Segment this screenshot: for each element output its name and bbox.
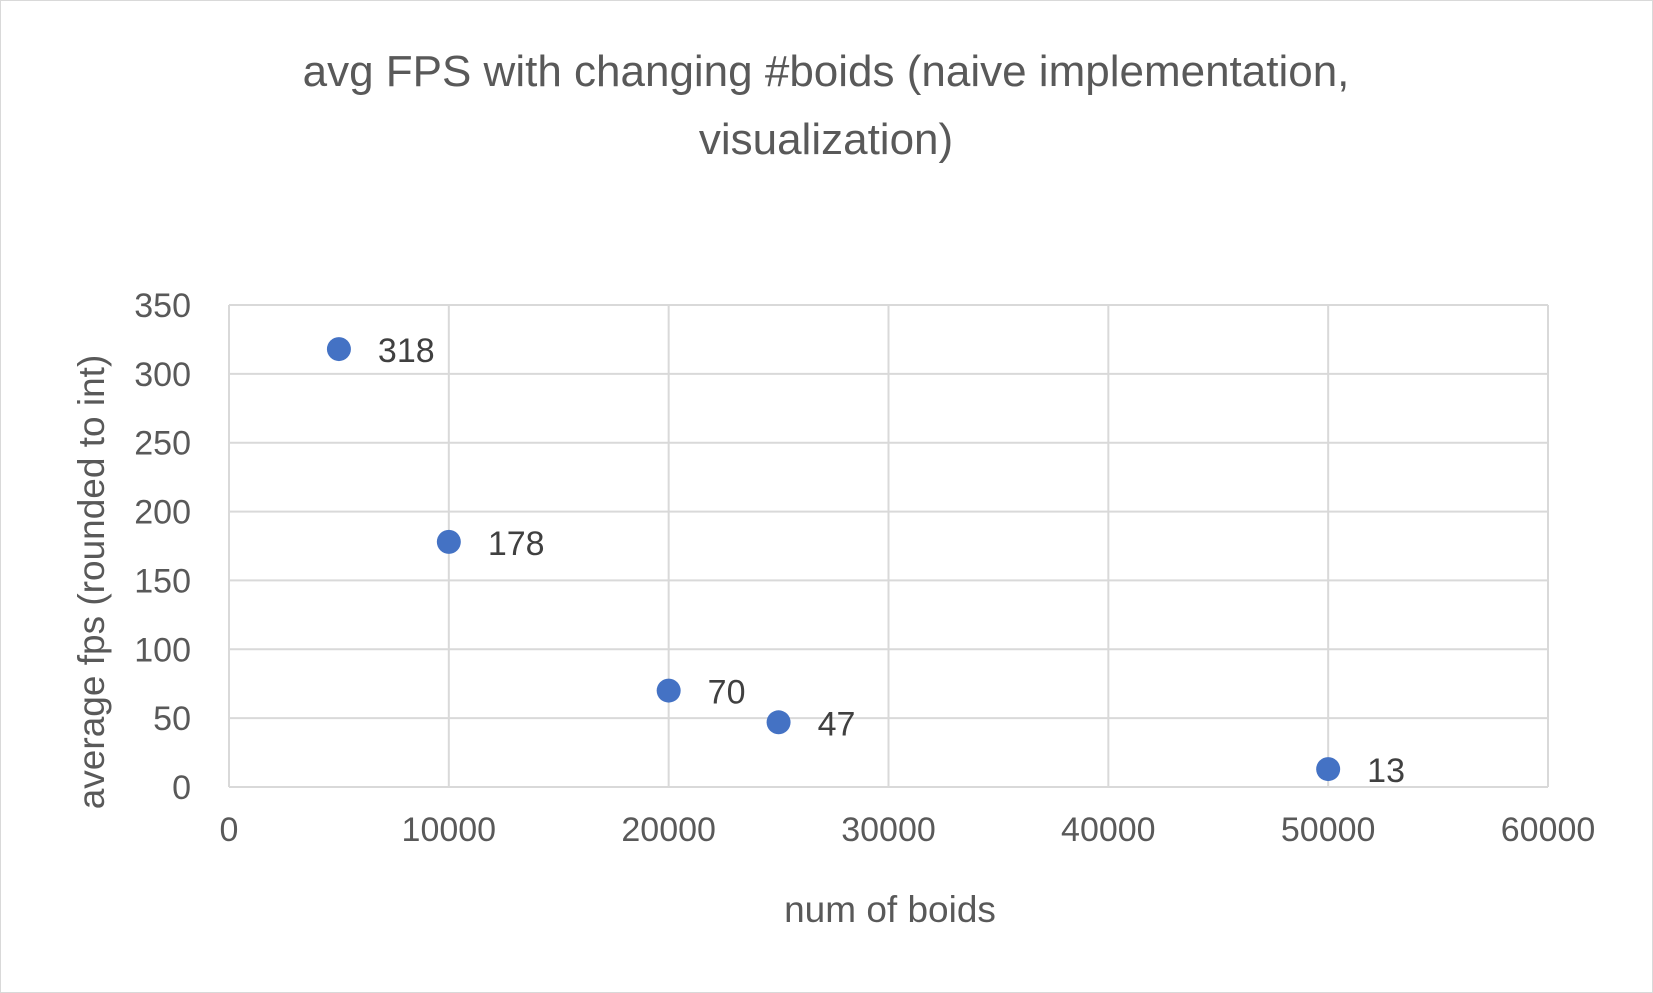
data-labels: 318 178 70 47 13 bbox=[378, 332, 1405, 790]
chart-title-line-1: avg FPS with changing #boids (naive impl… bbox=[303, 47, 1350, 96]
y-tick-label: 200 bbox=[134, 494, 191, 532]
data-point bbox=[766, 710, 791, 735]
x-tick-label: 40000 bbox=[1061, 811, 1156, 849]
x-tick-label: 10000 bbox=[402, 811, 497, 849]
y-axis-title: average fps (rounded to int) bbox=[71, 355, 112, 810]
x-tick-label: 0 bbox=[220, 811, 239, 849]
y-tick-label: 350 bbox=[134, 287, 191, 325]
data-point bbox=[656, 678, 681, 703]
y-axis-ticks: 0 50 100 150 200 250 300 350 bbox=[134, 287, 191, 807]
data-point-label: 318 bbox=[378, 332, 435, 370]
y-tick-label: 150 bbox=[134, 562, 191, 600]
chart-title-line-2: visualization) bbox=[699, 115, 953, 164]
gridlines bbox=[228, 304, 1549, 788]
x-tick-label: 50000 bbox=[1281, 811, 1376, 849]
data-point bbox=[326, 337, 351, 362]
data-point-label: 70 bbox=[708, 674, 746, 712]
data-point bbox=[1316, 757, 1341, 782]
y-tick-label: 50 bbox=[153, 700, 191, 738]
x-axis-title: num of boids bbox=[784, 889, 996, 930]
x-tick-label: 30000 bbox=[841, 811, 936, 849]
data-point-label: 178 bbox=[488, 525, 545, 563]
x-tick-label: 60000 bbox=[1501, 811, 1596, 849]
data-points bbox=[326, 337, 1341, 782]
y-tick-label: 0 bbox=[172, 769, 191, 807]
y-tick-label: 300 bbox=[134, 356, 191, 394]
data-point-label: 47 bbox=[818, 705, 856, 743]
x-tick-label: 20000 bbox=[621, 811, 716, 849]
y-tick-label: 250 bbox=[134, 425, 191, 463]
y-tick-label: 100 bbox=[134, 631, 191, 669]
x-axis-ticks: 0 10000 20000 30000 40000 50000 60000 bbox=[220, 811, 1596, 849]
data-point-label: 13 bbox=[1367, 752, 1405, 790]
data-point bbox=[436, 529, 461, 554]
